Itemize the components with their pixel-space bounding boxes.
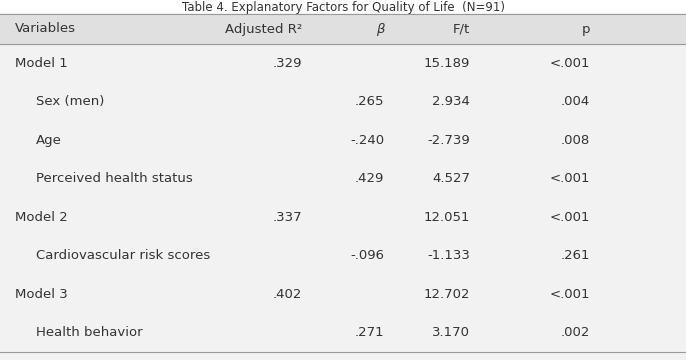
Text: .008: .008 <box>560 134 590 147</box>
Text: .271: .271 <box>355 326 384 339</box>
Text: Adjusted R²: Adjusted R² <box>224 22 302 36</box>
Text: .429: .429 <box>355 172 384 185</box>
Text: 15.189: 15.189 <box>423 57 470 70</box>
Text: -.096: -.096 <box>350 249 384 262</box>
Text: Age: Age <box>36 134 62 147</box>
Text: -2.739: -2.739 <box>427 134 470 147</box>
Text: .329: .329 <box>272 57 302 70</box>
Text: p: p <box>582 22 590 36</box>
Text: <.001: <.001 <box>549 211 590 224</box>
Text: F/t: F/t <box>453 22 470 36</box>
Text: 12.702: 12.702 <box>423 288 470 301</box>
Text: 12.051: 12.051 <box>423 211 470 224</box>
Text: <.001: <.001 <box>549 288 590 301</box>
Text: 2.934: 2.934 <box>432 95 470 108</box>
Text: Cardiovascular risk scores: Cardiovascular risk scores <box>36 249 210 262</box>
Text: .261: .261 <box>560 249 590 262</box>
Text: <.001: <.001 <box>549 172 590 185</box>
Text: Health behavior: Health behavior <box>36 326 142 339</box>
Text: β: β <box>376 22 384 36</box>
Text: Sex (men): Sex (men) <box>36 95 104 108</box>
Text: <.001: <.001 <box>549 57 590 70</box>
Text: Perceived health status: Perceived health status <box>36 172 192 185</box>
Text: Table 4. Explanatory Factors for Quality of Life  (N=91): Table 4. Explanatory Factors for Quality… <box>182 0 504 13</box>
Text: .004: .004 <box>560 95 590 108</box>
Bar <box>0 0 686 14</box>
Text: 3.170: 3.170 <box>432 326 470 339</box>
Bar <box>0 14 686 44</box>
Text: .002: .002 <box>560 326 590 339</box>
Text: -.240: -.240 <box>350 134 384 147</box>
Text: .337: .337 <box>272 211 302 224</box>
Text: Variables: Variables <box>15 22 76 36</box>
Text: .402: .402 <box>272 288 302 301</box>
Text: Model 3: Model 3 <box>15 288 68 301</box>
Text: -1.133: -1.133 <box>427 249 470 262</box>
Text: 4.527: 4.527 <box>432 172 470 185</box>
Text: Model 2: Model 2 <box>15 211 68 224</box>
Text: .265: .265 <box>355 95 384 108</box>
Text: Model 1: Model 1 <box>15 57 68 70</box>
